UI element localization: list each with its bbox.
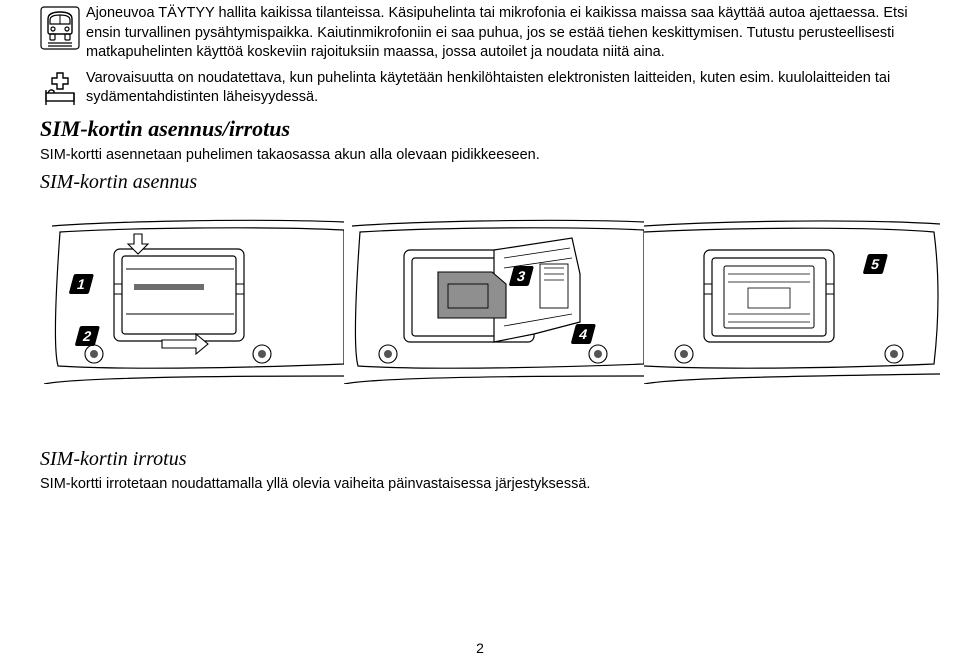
page-number: 2 — [0, 639, 960, 658]
remove-intro-text: SIM-kortti irrotetaan noudattamalla yllä… — [40, 475, 920, 495]
diagram-panel-3: 5 — [644, 214, 944, 384]
medical-icon — [40, 69, 86, 107]
heading-install-remove: SIM-kortin asennus/irrotus — [40, 114, 920, 144]
install-diagram: 1 2 — [40, 214, 920, 384]
install-intro-text: SIM-kortti asennetaan puhelimen takaosas… — [40, 146, 920, 166]
warning-medical-text: Varovaisuutta on noudatettava, kun puhel… — [86, 69, 920, 108]
diagram-panel-2: 3 4 — [344, 214, 644, 384]
warning-car-text: Ajoneuvoa TÄYTYY hallita kaikissa tilant… — [86, 4, 920, 63]
heading-install: SIM-kortin asennus — [40, 169, 920, 196]
car-icon — [40, 4, 86, 50]
diagram-panel-1: 1 2 — [44, 214, 344, 384]
heading-remove: SIM-kortin irrotus — [40, 446, 920, 473]
